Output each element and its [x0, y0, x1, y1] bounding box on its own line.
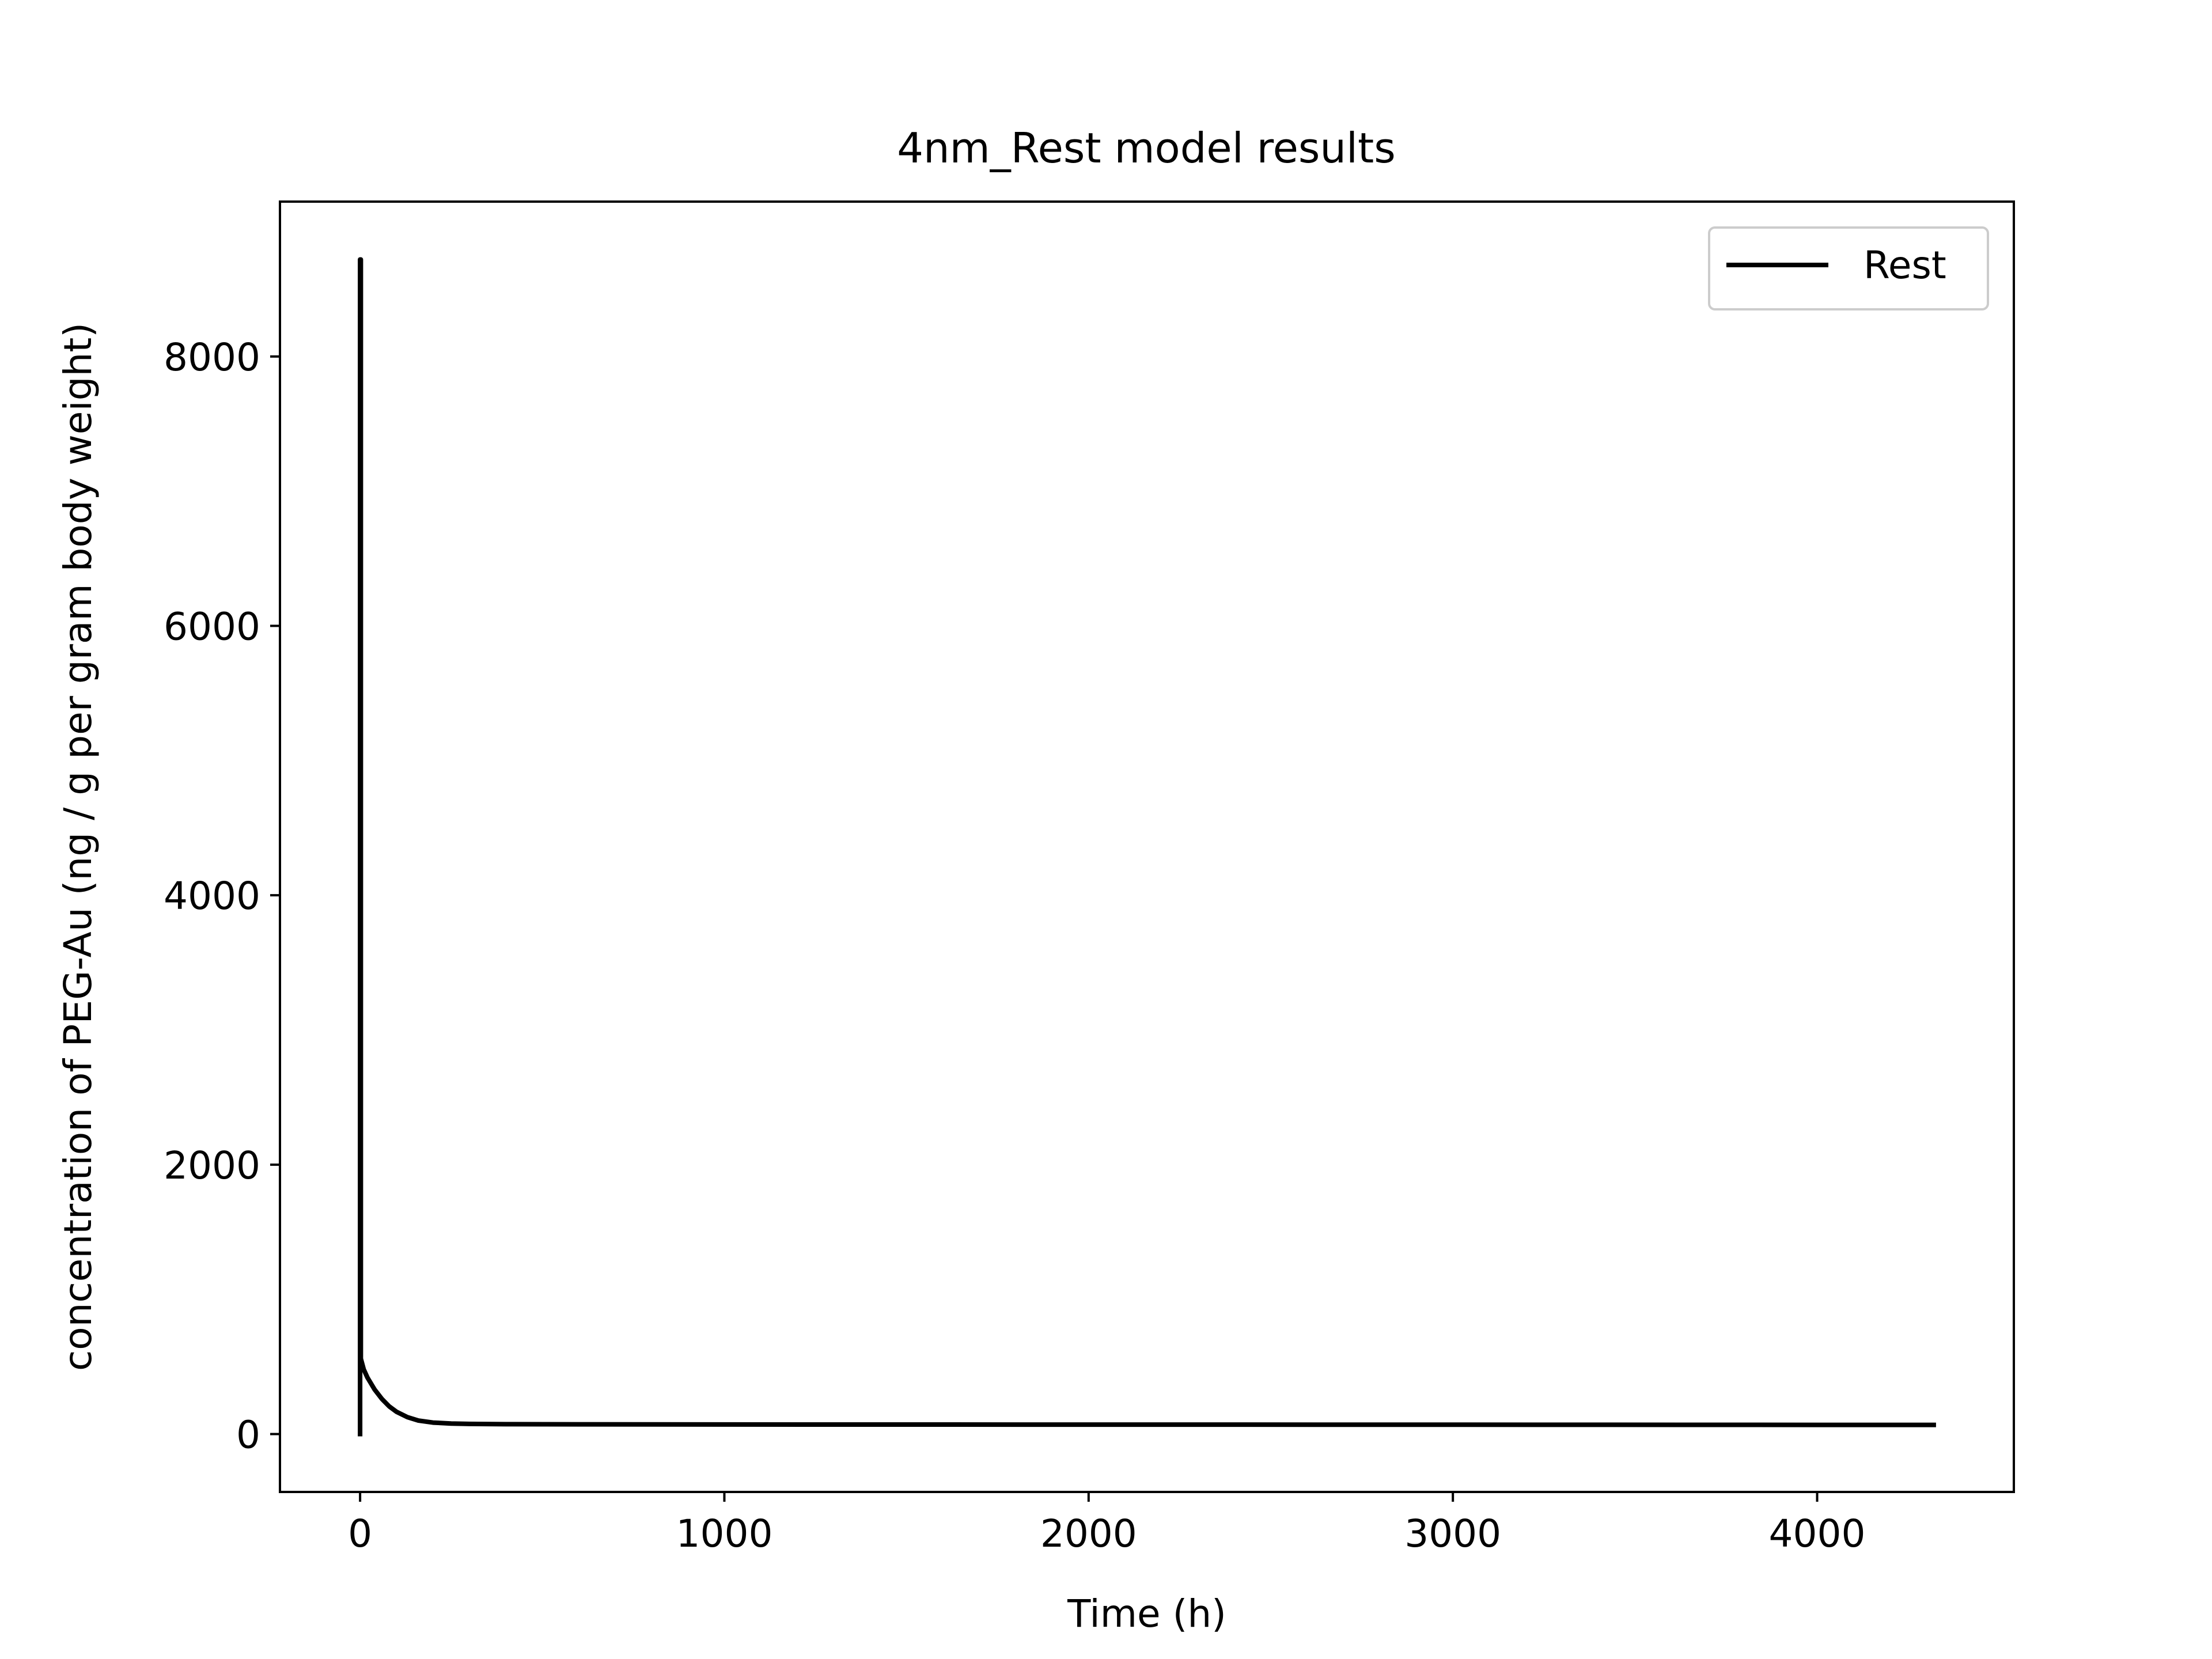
y-tick-label: 4000	[164, 874, 260, 918]
chart-title: 4nm_Rest model results	[897, 124, 1396, 172]
x-tick-label: 0	[348, 1512, 372, 1556]
legend-label-rest: Rest	[1863, 243, 1946, 287]
x-axis-ticks: 0 1000 2000 3000 4000	[348, 1492, 1866, 1556]
plot-layer	[358, 257, 1936, 1437]
x-tick-label: 2000	[1040, 1512, 1137, 1556]
legend-box	[1708, 226, 1989, 310]
y-tick-label: 2000	[164, 1143, 260, 1188]
series-line-rest	[358, 257, 1936, 1437]
legend: Rest	[1708, 226, 1989, 310]
x-tick-label: 4000	[1769, 1512, 1866, 1556]
plot-frame	[279, 200, 2015, 1493]
y-axis-label: concentration of PEG-Au (ng / g per gram…	[56, 323, 100, 1371]
x-axis-label: Time (h)	[1067, 1592, 1226, 1636]
y-tick-label: 8000	[164, 335, 260, 380]
y-tick-label: 6000	[164, 605, 260, 649]
x-tick-label: 1000	[676, 1512, 772, 1556]
y-tick-label: 0	[236, 1412, 260, 1457]
y-axis-ticks: 0 2000 4000 6000 8000	[164, 335, 280, 1457]
x-tick-label: 3000	[1404, 1512, 1501, 1556]
